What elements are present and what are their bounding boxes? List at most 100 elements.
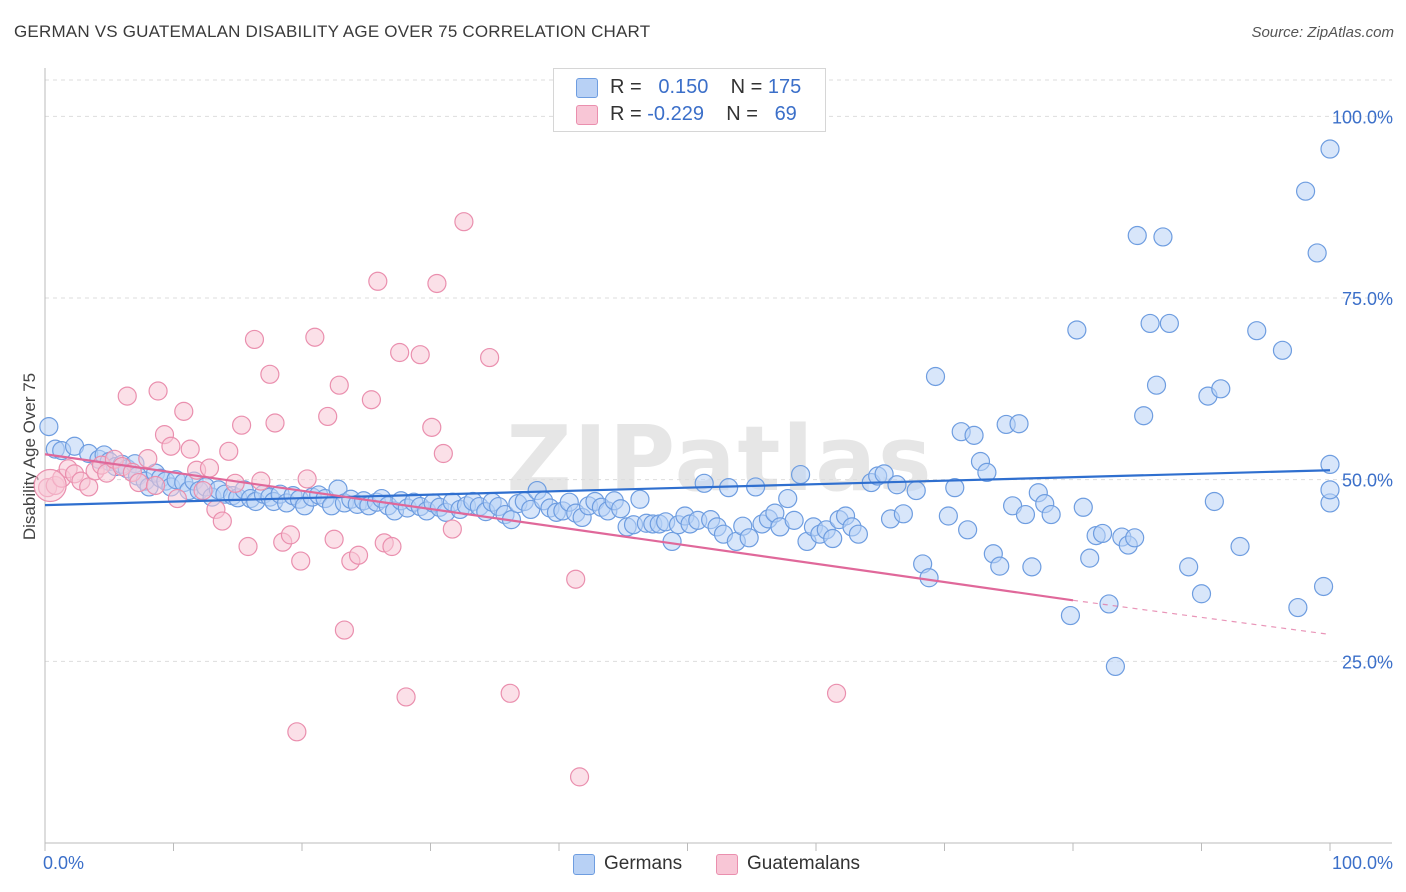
point-german	[1247, 321, 1267, 341]
point-guatemalan-cluster	[33, 468, 67, 503]
point-guatemalan	[826, 683, 847, 703]
point-german	[1060, 605, 1081, 626]
point-guatemalan	[566, 569, 586, 589]
point-german	[1092, 523, 1113, 544]
point-german	[1307, 243, 1327, 263]
trendline-guatemalans	[44, 453, 1074, 602]
bottom-legend-label-germans: Germans	[604, 853, 683, 874]
y-tick-label: 100.0%	[1332, 107, 1393, 127]
legend-r-value-germans: 0.150	[658, 76, 709, 98]
point-german	[1320, 454, 1340, 475]
legend-n-label: N =	[730, 76, 763, 98]
legend-n-label: N =	[726, 103, 758, 125]
point-german	[919, 568, 939, 588]
point-german	[1153, 227, 1173, 247]
point-guatemalan	[232, 415, 252, 435]
point-guatemalan	[193, 480, 213, 501]
bottom-legend-label-guatemalans: Guatemalans	[747, 853, 861, 874]
point-guatemalan	[324, 529, 344, 549]
point-guatemalan	[318, 406, 338, 427]
legend-swatch-germans	[576, 78, 598, 98]
y-axis-label: Disability Age Over 75	[20, 373, 39, 540]
point-guatemalan	[251, 471, 271, 491]
chart-title: GERMAN VS GUATEMALAN DISABILITY AGE OVER…	[14, 22, 651, 41]
point-guatemalan	[569, 767, 590, 787]
point-german	[1288, 597, 1308, 618]
point-german	[990, 556, 1010, 576]
point-german	[1134, 406, 1154, 426]
point-guatemalan	[238, 536, 258, 557]
point-german	[1320, 480, 1340, 500]
point-german	[1127, 225, 1147, 246]
legend-r-value-guatemalans: -0.229	[647, 103, 704, 125]
trendline-germans	[44, 469, 1331, 507]
point-guatemalan	[212, 511, 232, 531]
point-guatemalan	[148, 381, 168, 401]
y-tick-label: 25.0%	[1342, 652, 1393, 672]
point-guatemalan	[305, 327, 325, 347]
legend-n-value-guatemalans: 69	[774, 103, 797, 125]
point-german	[1073, 497, 1093, 517]
point-german	[1159, 313, 1179, 334]
point-guatemalan	[368, 271, 388, 291]
point-german	[1015, 504, 1036, 525]
point-german	[739, 528, 759, 548]
point-german	[1067, 320, 1087, 340]
point-guatemalan	[244, 329, 265, 350]
point-german	[1211, 379, 1231, 399]
point-german	[1125, 528, 1145, 548]
point-guatemalan	[442, 519, 462, 539]
trendline-guatemalans-extension	[1072, 599, 1331, 636]
point-german	[1204, 491, 1224, 512]
point-german	[938, 506, 958, 526]
source-label: Source: ZipAtlas.com	[1251, 24, 1394, 41]
point-german	[977, 462, 997, 482]
point-german	[784, 510, 804, 530]
point-german	[1179, 557, 1199, 577]
point-german	[887, 475, 907, 495]
point-guatemalan	[161, 436, 181, 456]
point-guatemalan	[361, 390, 381, 410]
point-guatemalan	[454, 212, 474, 232]
point-guatemalan	[174, 401, 194, 421]
point-guatemalan	[334, 620, 355, 640]
legend-r-label: R =	[610, 76, 642, 98]
point-german	[39, 417, 59, 437]
point-german	[1295, 181, 1316, 201]
point-guatemalan	[390, 342, 410, 363]
point-german	[1022, 557, 1042, 577]
point-guatemalan	[291, 551, 311, 571]
point-guatemalan	[500, 683, 520, 703]
point-german	[823, 528, 843, 549]
point-german	[1272, 340, 1293, 360]
point-guatemalan	[422, 417, 442, 437]
point-guatemalan	[145, 475, 166, 496]
correlation-legend: R = 0.150 N = 175 R = -0.229 N = 69	[553, 68, 826, 132]
point-german	[1009, 414, 1029, 434]
point-german	[1140, 313, 1160, 334]
point-german	[790, 464, 811, 485]
legend-swatch-guatemalans	[576, 105, 598, 125]
legend-r-label: R =	[610, 103, 642, 125]
watermark: ZIPatlas	[506, 407, 933, 512]
point-german	[1099, 594, 1119, 614]
point-german	[958, 520, 978, 540]
point-guatemalan	[225, 473, 245, 493]
point-german	[964, 425, 984, 445]
point-german	[848, 524, 869, 544]
point-german	[893, 504, 913, 524]
point-guatemalan	[382, 536, 402, 557]
point-guatemalan	[117, 386, 137, 406]
point-german	[945, 478, 965, 498]
point-german	[778, 488, 798, 509]
point-german	[925, 366, 946, 387]
point-german	[611, 499, 631, 519]
x-tick-label-min: 0.0%	[43, 853, 84, 873]
point-german	[1313, 576, 1334, 597]
point-guatemalan	[297, 469, 317, 489]
bottom-legend-swatch-guatemalans	[716, 854, 738, 875]
legend-n-value-germans: 175	[767, 76, 802, 98]
point-guatemalan	[348, 545, 369, 565]
point-german	[694, 473, 714, 493]
point-guatemalan	[199, 458, 220, 478]
